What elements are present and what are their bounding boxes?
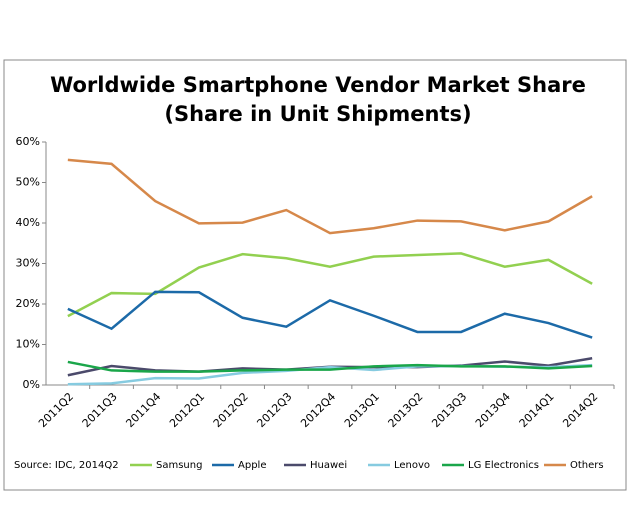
series-line [67, 252, 593, 318]
series-line [67, 158, 593, 235]
legend-label: Apple [238, 460, 266, 471]
series-line [67, 290, 593, 339]
chart-frame [3, 59, 627, 491]
y-tick-label: 20% [16, 297, 40, 310]
legend-label: Lenovo [394, 460, 430, 471]
legend-label: Huawei [310, 460, 347, 471]
series-line [67, 360, 593, 373]
legend-label: LG Electronics [468, 460, 539, 471]
y-tick-label: 0% [23, 378, 40, 391]
y-tick-label: 30% [16, 257, 40, 270]
y-tick-label: 60% [16, 135, 40, 148]
legend-label: Others [570, 460, 604, 471]
source-note: Source: IDC, 2014Q2 [14, 460, 119, 471]
chart-title: Worldwide Smartphone Vendor Market Share [50, 73, 586, 97]
y-tick-label: 50% [16, 176, 40, 189]
y-tick-label: 10% [16, 338, 40, 351]
y-tick-label: 40% [16, 216, 40, 229]
legend-label: Samsung [156, 460, 202, 471]
chart-subtitle: (Share in Unit Shipments) [164, 102, 471, 126]
